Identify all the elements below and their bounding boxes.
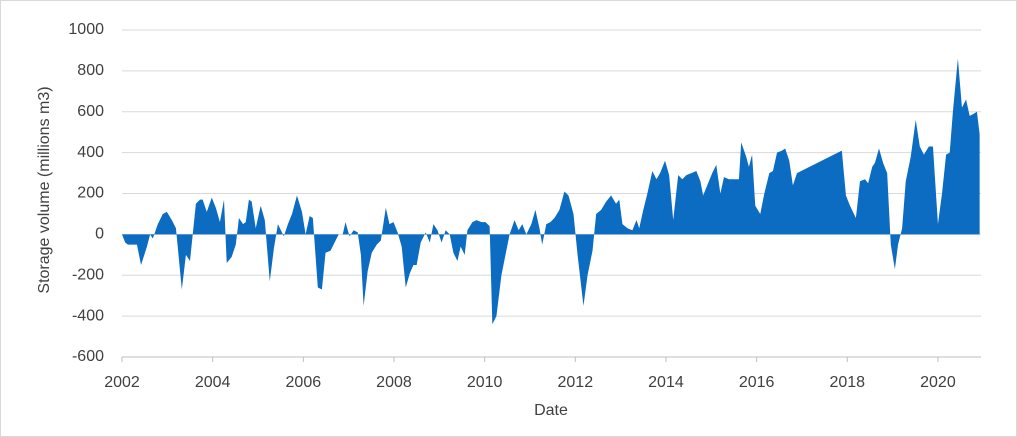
y-tick-label: 800 [77, 62, 104, 79]
y-tick-label: -200 [72, 266, 104, 283]
x-tick-label: 2012 [558, 374, 594, 391]
x-tick-label: 2010 [467, 374, 503, 391]
x-tick-label: 2014 [648, 374, 684, 391]
x-tick-label: 2020 [920, 374, 956, 391]
x-tick-label: 2008 [376, 374, 412, 391]
area [122, 58, 980, 325]
x-tick-label: 2002 [104, 374, 140, 391]
y-tick-label: -400 [72, 307, 104, 324]
x-tick-label: 2004 [195, 374, 231, 391]
y-tick-label: 1000 [68, 21, 104, 38]
y-tick-label: 200 [77, 185, 104, 202]
y-tick-label: 600 [77, 103, 104, 120]
x-tick-label: 2018 [829, 374, 865, 391]
y-tick-label: 400 [77, 144, 104, 161]
y-tick-label: 0 [95, 226, 104, 243]
x-tick-label: 2006 [286, 374, 322, 391]
x-tick-label: 2016 [739, 374, 775, 391]
y-tick-label: -600 [72, 348, 104, 365]
y-axis-title: Storage volume (millions m3) [36, 86, 53, 293]
x-axis-title: Date [534, 402, 568, 419]
